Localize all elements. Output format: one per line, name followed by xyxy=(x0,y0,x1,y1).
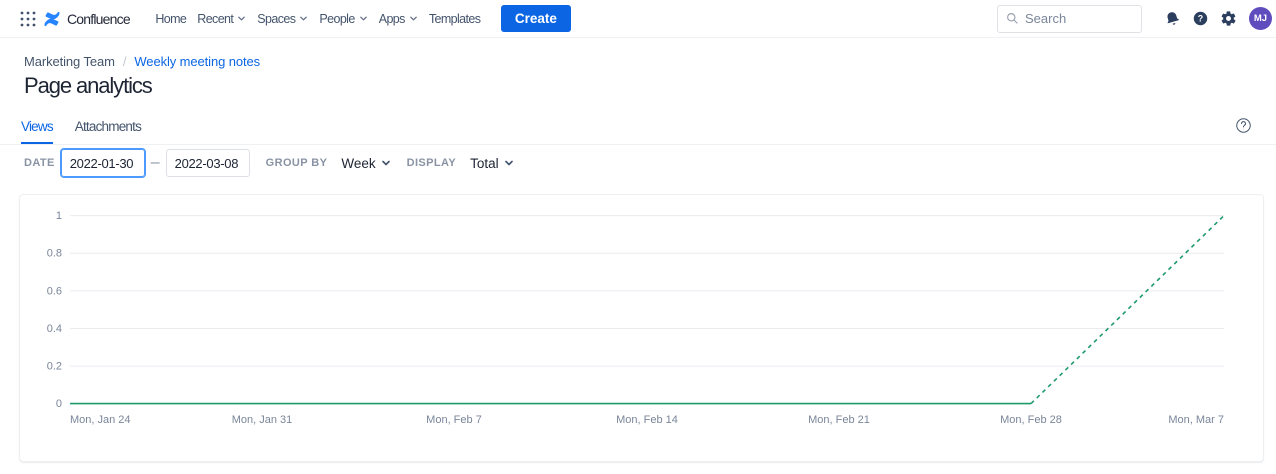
svg-text:Mon, Mar 7: Mon, Mar 7 xyxy=(1168,414,1224,426)
svg-text:1: 1 xyxy=(56,210,62,222)
svg-text:0.6: 0.6 xyxy=(47,285,62,297)
svg-text:0: 0 xyxy=(56,398,62,410)
svg-text:Mon, Feb 28: Mon, Feb 28 xyxy=(1000,414,1062,426)
svg-text:0.2: 0.2 xyxy=(47,361,62,373)
svg-text:Mon, Feb 14: Mon, Feb 14 xyxy=(616,414,678,426)
svg-text:Mon, Feb 7: Mon, Feb 7 xyxy=(426,414,482,426)
svg-text:0.8: 0.8 xyxy=(47,248,62,260)
svg-text:Mon, Jan 24: Mon, Jan 24 xyxy=(70,414,131,426)
svg-text:?: ? xyxy=(1197,14,1202,24)
svg-text:Mon, Feb 21: Mon, Feb 21 xyxy=(808,414,870,426)
svg-text:0.4: 0.4 xyxy=(47,323,62,335)
svg-text:Mon, Jan 31: Mon, Jan 31 xyxy=(232,414,293,426)
